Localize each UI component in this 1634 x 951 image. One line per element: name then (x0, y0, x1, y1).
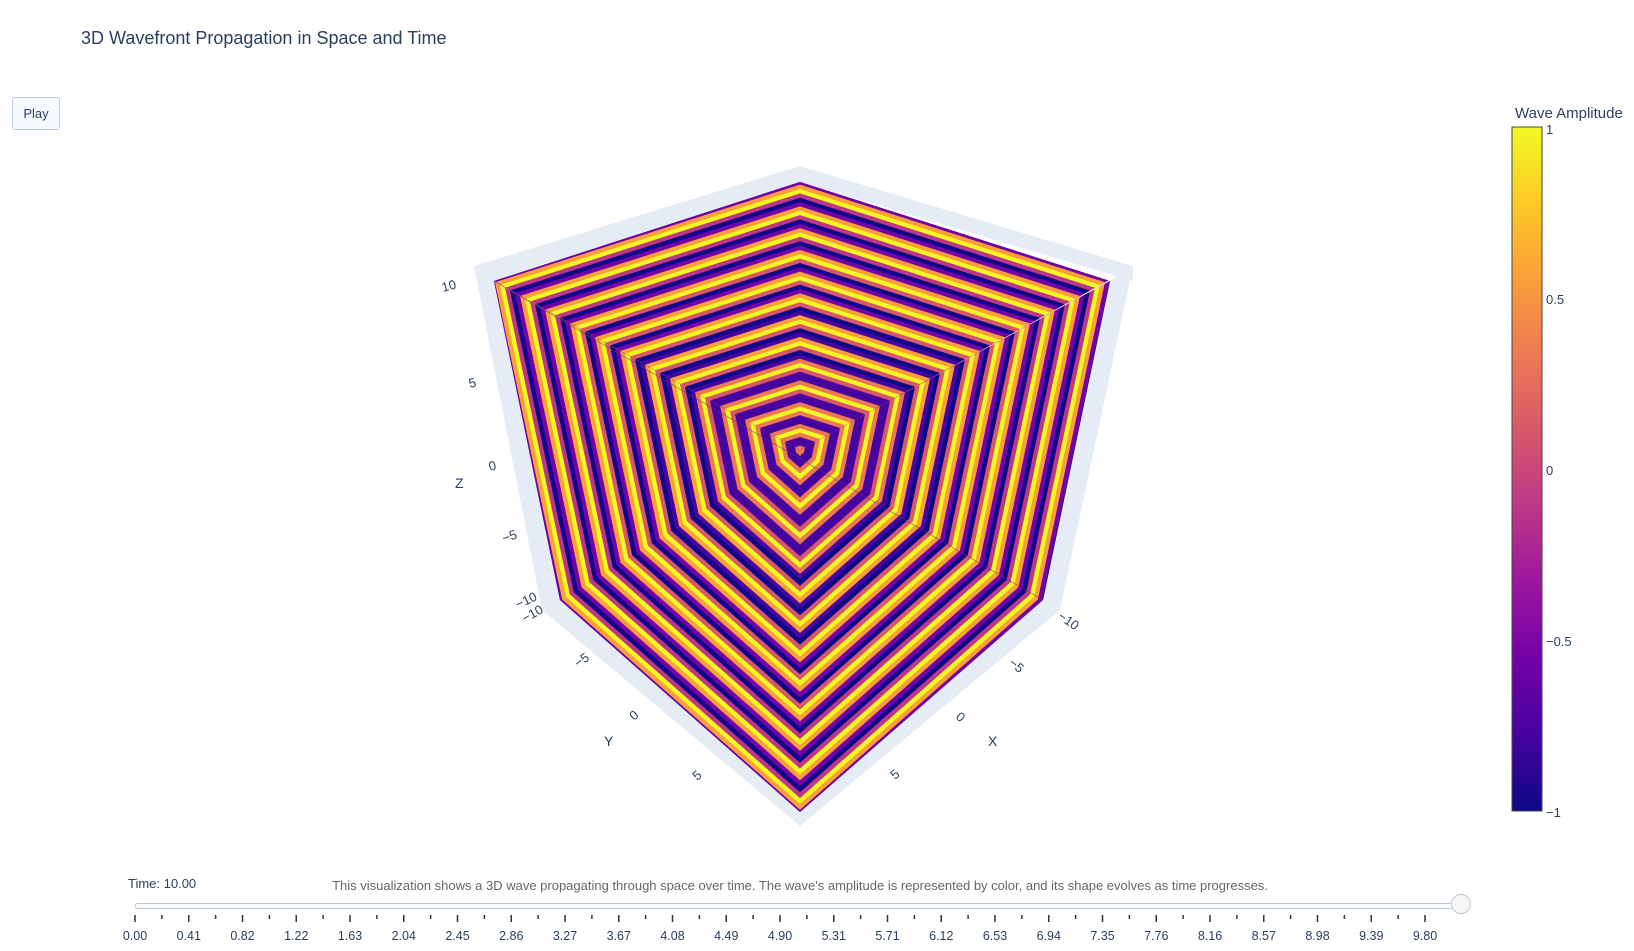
slider-tick-label: 2.86 (499, 929, 523, 943)
z-tick-0: 0 (487, 458, 498, 474)
y-tick-0: 0 (626, 707, 641, 723)
colorbar-tick-0: 0 (1546, 463, 1553, 478)
slider-tick-label: 4.90 (768, 929, 792, 943)
time-label: Time: 10.00 (128, 876, 197, 891)
slider-tick-label: 9.80 (1413, 929, 1437, 943)
scene-backplane-left (474, 266, 560, 610)
slider-tick-label: 8.57 (1252, 929, 1276, 943)
colorbar-tick-m0.5: −0.5 (1546, 634, 1572, 649)
slider-tick-label: 6.12 (929, 929, 953, 943)
slider-tick-label: 9.39 (1359, 929, 1383, 943)
cube-face-top (494, 182, 1110, 450)
chart-title: 3D Wavefront Propagation in Space and Ti… (81, 28, 447, 48)
slider-tick-label: 6.94 (1037, 929, 1061, 943)
slider-tick-label: 3.67 (607, 929, 631, 943)
slider-tick-label: 4.08 (660, 929, 684, 943)
y-tick-m5: −5 (571, 650, 592, 671)
slider-tick-label: 1.22 (284, 929, 308, 943)
colorbar-tick-0.5: 0.5 (1546, 292, 1564, 307)
scene-backplane-right (1043, 266, 1133, 610)
slider-tick-label: 8.16 (1198, 929, 1222, 943)
x-tick-0: 0 (953, 709, 968, 725)
slider-tick-label: 0.82 (230, 929, 254, 943)
slider-ticks: 0.00 0.41 0.82 1.22 1.63 2.04 2.45 2.86 3.27 3.67… (123, 915, 1437, 943)
slider-tick-label: 2.04 (392, 929, 416, 943)
cube-face-right (800, 281, 1110, 812)
slider-tick-label: 7.76 (1144, 929, 1168, 943)
slider-tick-label: 0.00 (123, 929, 147, 943)
z-tick-m5: −5 (500, 527, 519, 546)
x-tick-5: 5 (887, 766, 902, 782)
wave-band (795, 447, 800, 456)
time-slider-track[interactable] (135, 903, 1467, 909)
colorbar-ticks: 1 0.5 0 −0.5 −1 (1546, 122, 1572, 820)
slider-tick-label: 7.35 (1090, 929, 1114, 943)
colorbar-tick-m1: −1 (1546, 805, 1561, 820)
x-tick-m5: −5 (1006, 655, 1027, 676)
y-tick-5: 5 (689, 767, 704, 783)
cube-face-left (494, 281, 800, 812)
z-tick-10: 10 (440, 277, 458, 295)
x-tick-m10: −10 (1055, 608, 1082, 633)
colorbar-title: Wave Amplitude (1515, 105, 1623, 122)
wave-band (795, 445, 805, 450)
caption: This visualization shows a 3D wave propa… (332, 878, 1268, 893)
colorbar (1511, 126, 1543, 812)
z-tick-5: 5 (467, 375, 478, 391)
slider-tick-label: 8.98 (1305, 929, 1329, 943)
time-slider-handle[interactable] (1451, 894, 1471, 914)
slider-tick-label: 3.27 (553, 929, 577, 943)
wave-band (800, 447, 805, 456)
play-button[interactable]: Play (12, 97, 60, 130)
scene-floor-left (542, 600, 800, 826)
slider-tick-label: 0.41 (177, 929, 201, 943)
slider-tick-label: 5.31 (822, 929, 846, 943)
slider-tick-label: 6.53 (983, 929, 1007, 943)
slider-tick-label: 2.45 (445, 929, 469, 943)
y-axis-title: Y (604, 733, 614, 749)
scene-floor-right (800, 600, 1060, 826)
slider-tick-label: 5.71 (875, 929, 899, 943)
cube-seam (493, 280, 1044, 601)
z-axis-title: Z (455, 475, 464, 491)
slider-tick-label: 4.49 (714, 929, 738, 943)
x-axis-title: X (988, 733, 998, 749)
slider-tick-label: 1.63 (338, 929, 362, 943)
colorbar-tick-1: 1 (1546, 122, 1553, 137)
